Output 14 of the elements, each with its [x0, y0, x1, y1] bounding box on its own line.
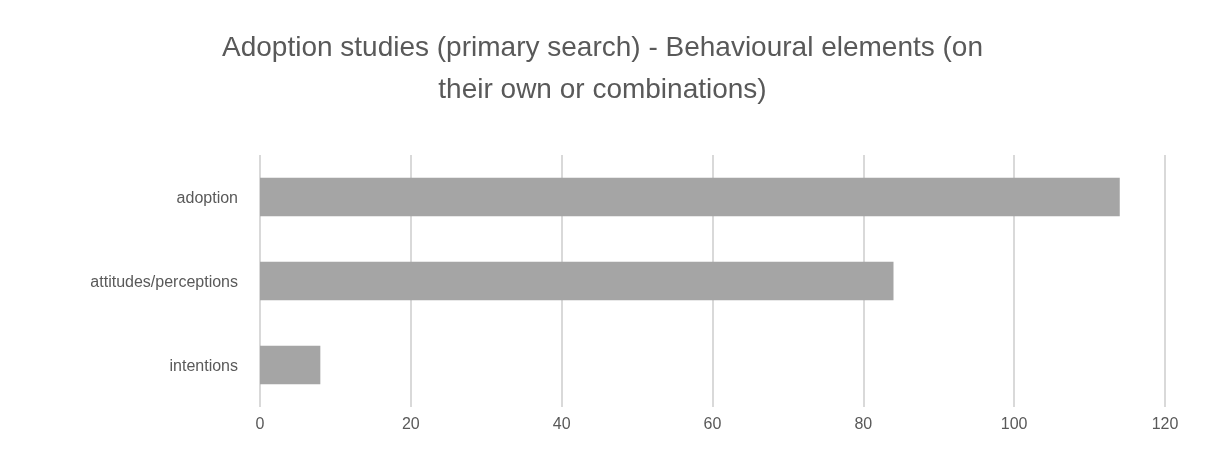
bar: [260, 345, 321, 385]
bar: [260, 261, 894, 301]
x-tick-label: 40: [552, 414, 571, 432]
x-tick-label: 120: [1151, 414, 1179, 432]
x-tick-label: 60: [703, 414, 722, 432]
y-tick-label: adoption: [176, 188, 238, 206]
chart-title: Adoption studies (primary search) - Behavioural elements (on their own or combinations): [221, 30, 984, 104]
y-tick-label: attitudes/perceptions: [90, 272, 238, 290]
x-tick-label: 20: [401, 414, 420, 432]
y-tick-label: intentions: [169, 356, 238, 374]
x-tick-label: 0: [255, 414, 265, 432]
bar: [260, 177, 1120, 217]
x-tick-label: 80: [854, 414, 873, 432]
x-tick-label: 100: [1000, 414, 1028, 432]
